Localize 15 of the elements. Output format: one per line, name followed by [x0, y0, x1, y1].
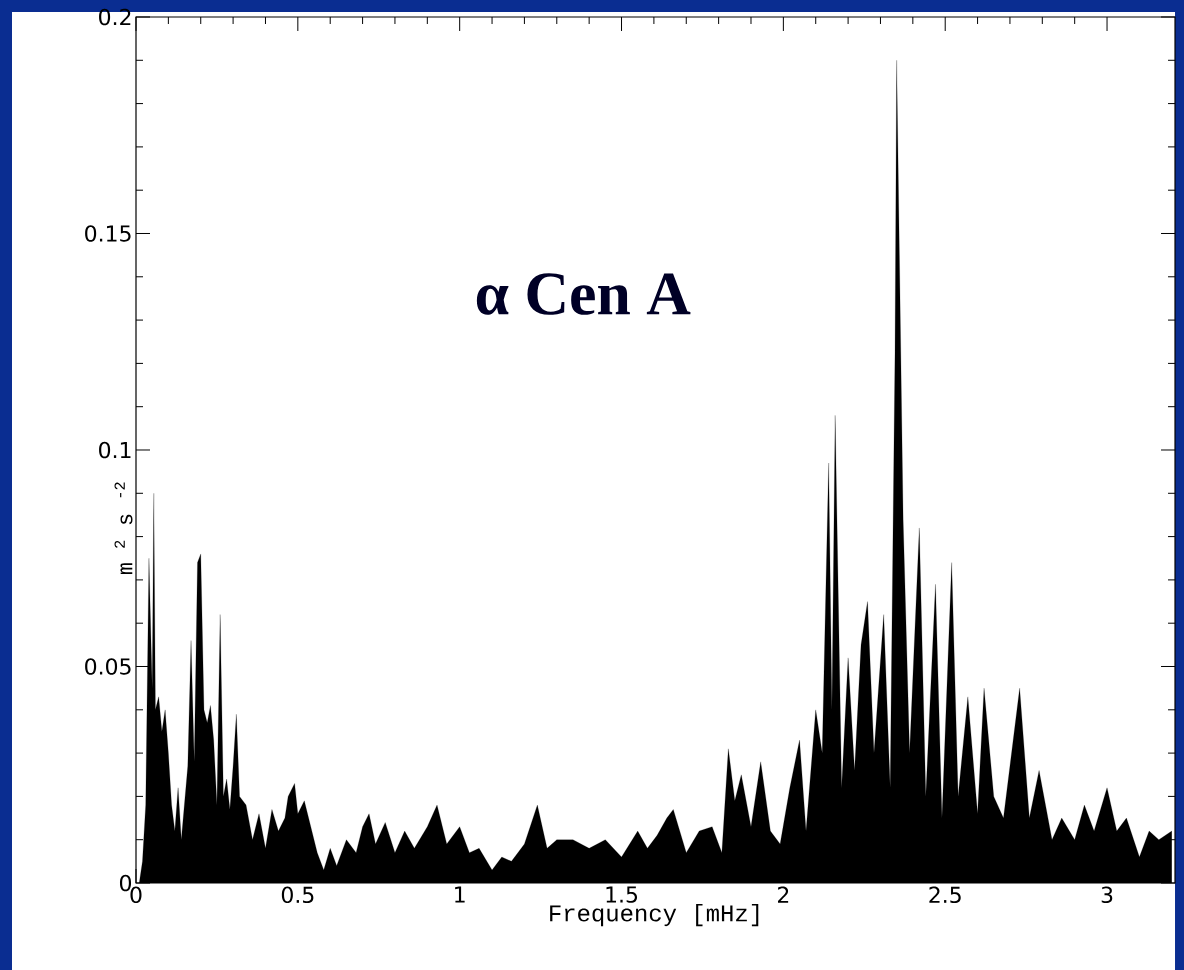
y-tick-label: 0.1	[99, 441, 131, 459]
annotation: α Cen A	[476, 273, 691, 315]
x-tick-label: 0.5	[281, 886, 314, 904]
y-tick-label: 0.15	[85, 225, 131, 242]
y-tick-label: 0.2	[99, 8, 131, 26]
x-tick-label: 2.5	[929, 886, 961, 904]
y-tick-label: 0.05	[85, 658, 131, 675]
x-tick-label: 1	[455, 886, 465, 903]
x-tick-label: 1.5	[606, 886, 638, 903]
y-tick-label: 0	[119, 874, 132, 892]
x-tick-label: 0	[130, 886, 142, 904]
x-tick-label: 2	[778, 886, 789, 903]
x-axis-title: Frequency [mHz]	[550, 903, 759, 927]
x-tick-label: 3	[1101, 886, 1113, 904]
y-axis-title: m $^{2}$ s $^{-2}$	[114, 482, 133, 575]
